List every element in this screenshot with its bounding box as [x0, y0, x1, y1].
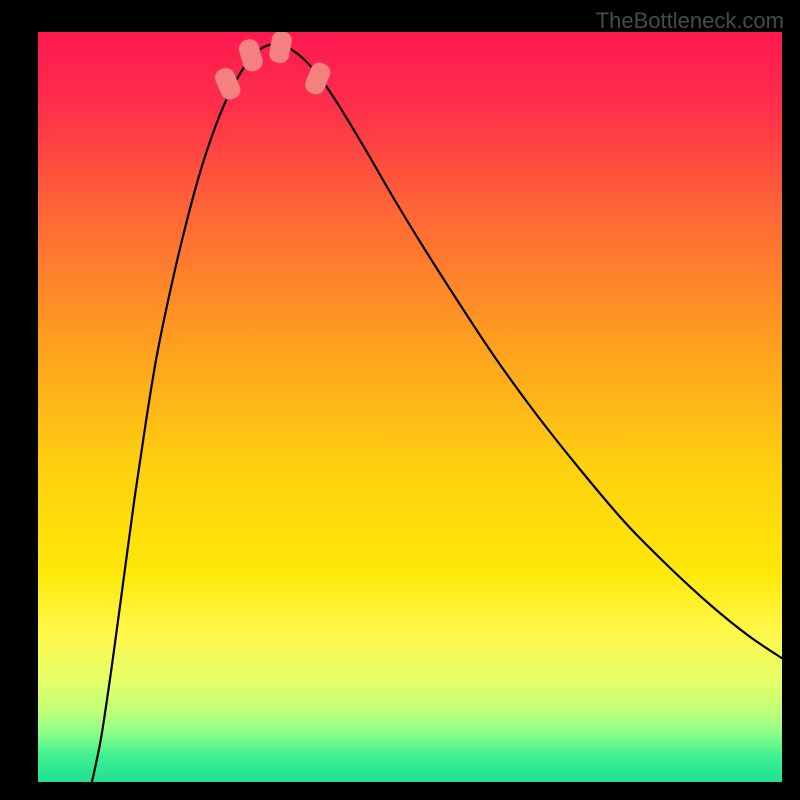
curve-marker-1	[237, 37, 265, 73]
bottleneck-curve	[92, 44, 782, 782]
curve-marker-3	[302, 60, 333, 97]
plot-area	[38, 32, 782, 782]
watermark-text: TheBottleneck.com	[596, 8, 784, 34]
curve-marker-2	[268, 32, 293, 64]
curve-marker-0	[212, 65, 243, 102]
chart-root: TheBottleneck.com	[0, 0, 800, 800]
chart-svg	[38, 32, 782, 782]
